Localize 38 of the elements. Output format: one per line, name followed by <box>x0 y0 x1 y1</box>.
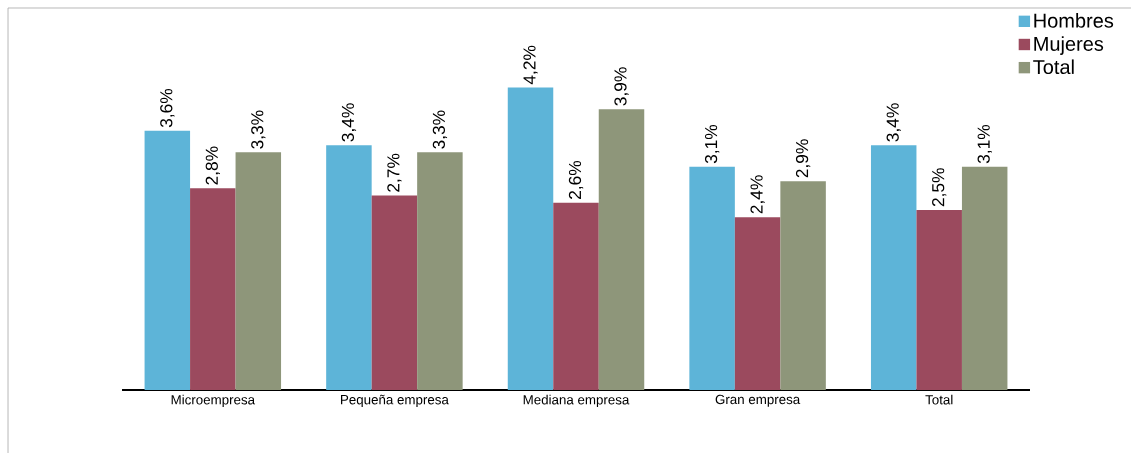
bar <box>190 188 236 390</box>
legend-label: Total <box>1033 59 1074 75</box>
x-tick-label: Microempresa <box>171 394 256 408</box>
bar <box>144 130 191 390</box>
x-tick-label: Total <box>925 394 953 405</box>
bar <box>916 209 962 390</box>
bar <box>870 145 917 390</box>
x-tick-label: Pequeña empresa <box>341 394 449 408</box>
bar <box>961 166 1008 390</box>
bar <box>235 152 282 390</box>
data-label: 4,2% <box>523 45 538 85</box>
bar <box>507 87 554 390</box>
data-label: 3,3% <box>432 110 448 149</box>
bar <box>553 202 599 390</box>
data-label: 3,6% <box>160 88 175 128</box>
bar <box>734 217 781 390</box>
data-label: 2,9% <box>795 139 811 178</box>
data-label: 3,1% <box>704 124 720 164</box>
bar <box>689 166 735 390</box>
bar <box>598 109 645 390</box>
data-label: 3,4% <box>341 103 357 142</box>
data-label: 2,5% <box>932 168 947 207</box>
data-label: 3,9% <box>614 67 629 106</box>
bar <box>417 152 463 390</box>
x-tick-label: Gran empresa <box>715 394 801 407</box>
legend-label: Hombres <box>1034 13 1114 28</box>
bar <box>326 145 372 390</box>
legend-label: Mujeres <box>1034 36 1104 55</box>
bar <box>780 181 826 390</box>
data-label: 3,3% <box>251 110 266 149</box>
data-label: 2,7% <box>387 153 402 192</box>
data-label: 2,8% <box>205 146 220 185</box>
data-label: 3,4% <box>886 103 901 142</box>
data-label: 2,6% <box>568 160 584 199</box>
data-label: 3,1% <box>977 124 992 164</box>
x-tick-label: Mediana empresa <box>523 394 630 408</box>
bar <box>371 195 418 390</box>
data-label: 2,4% <box>750 175 765 214</box>
